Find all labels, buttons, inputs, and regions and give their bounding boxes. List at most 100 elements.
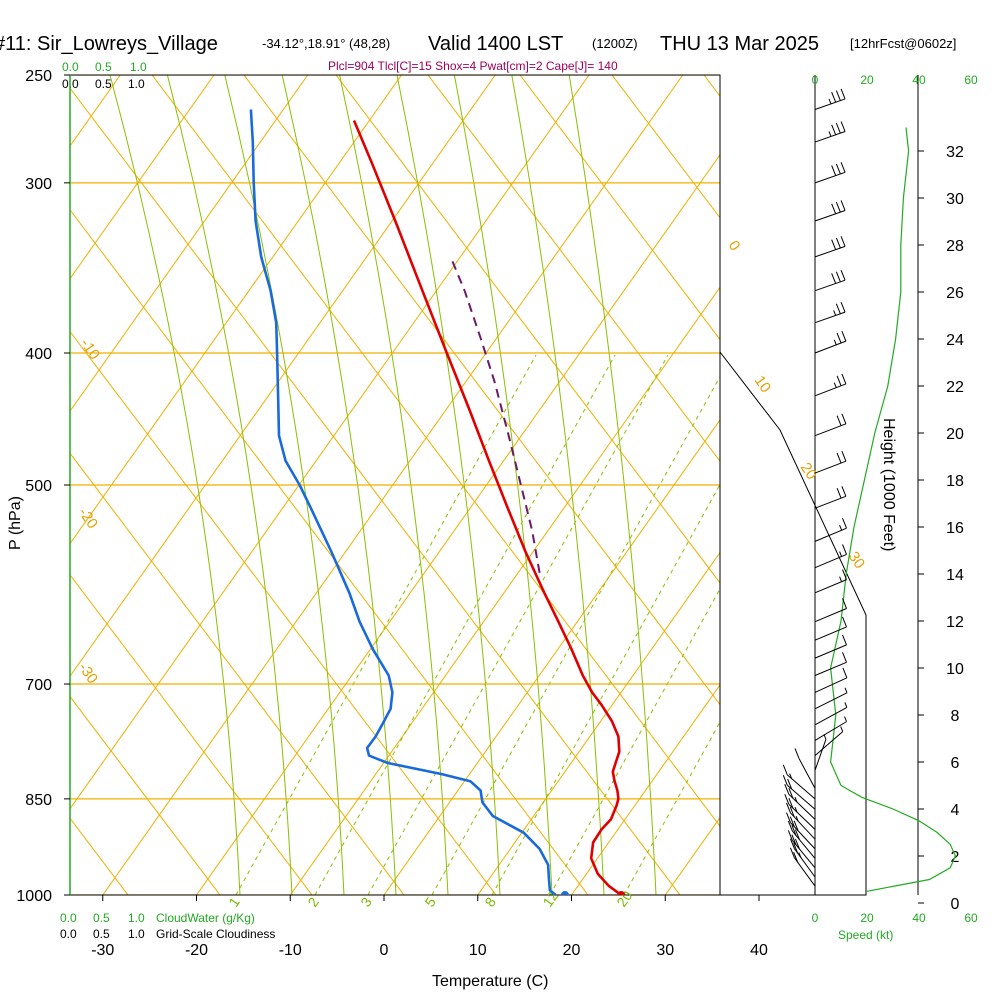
cloud-scale-top-1: 1.0	[130, 60, 147, 74]
dry-adiabat-line	[70, 695, 221, 895]
wind-barb-flag	[794, 829, 800, 840]
height-tick-label: 12	[946, 614, 964, 631]
wind-barb-flag	[784, 784, 790, 795]
wind-barb	[784, 794, 816, 830]
wind-barb-flag	[841, 373, 847, 385]
height-tick-label: 20	[946, 426, 964, 443]
wind-barb-flag	[789, 773, 793, 779]
dry-adiabat-line	[888, 75, 1000, 895]
wind-barb-flag	[842, 667, 848, 678]
height-tick-label: 18	[946, 473, 964, 490]
x-tick-label: -30	[91, 942, 114, 959]
wind-barb-staff	[814, 171, 846, 184]
height-tick-label: 6	[951, 755, 960, 772]
wind-barb-staff	[790, 822, 816, 850]
cloud-scale-top-05: 0.5	[95, 60, 112, 74]
isotherm-line	[853, 75, 1000, 895]
wind-barb-staff	[814, 626, 847, 641]
wind-barb-staff	[814, 279, 846, 292]
wind-barb	[814, 634, 847, 659]
wind-barb-flag	[840, 301, 846, 313]
mixing-ratio-line	[367, 354, 669, 895]
wind-barb	[814, 373, 847, 397]
wind-barb	[814, 702, 848, 726]
height-tick-label: 4	[951, 802, 960, 819]
wind-barb	[814, 413, 847, 437]
wind-barb	[782, 764, 816, 800]
wind-barb-staff	[814, 677, 848, 693]
wind-barb-flag	[842, 544, 847, 555]
mixing-ratio-line	[314, 354, 616, 895]
wind-barb-flag	[789, 816, 795, 827]
wind-barb-staff	[791, 840, 816, 869]
isotherm-label: 30	[845, 549, 868, 572]
cloud-scale-bottom-1: 1.0	[128, 911, 145, 925]
wind-barb-flag	[789, 838, 795, 849]
wind-barb-flag	[794, 838, 800, 850]
wind-barb	[814, 716, 847, 741]
wind-barb	[814, 517, 847, 542]
height-tick-label: 22	[946, 379, 964, 396]
wind-barb-staff	[814, 739, 827, 771]
wind-barb-flag	[833, 310, 837, 316]
mixing-ratio-line	[431, 375, 720, 895]
wind-barb-flag	[835, 201, 841, 213]
wind-barb-flag	[784, 794, 790, 805]
wind-barb-flag	[840, 236, 846, 247]
wind-barb-flag	[840, 726, 844, 732]
isotherm-line	[0, 75, 27, 895]
wind-layer	[782, 88, 957, 892]
surface-marker	[617, 891, 626, 895]
dry-adiabat-line	[427, 75, 720, 463]
wind-barb-flag	[844, 716, 847, 722]
wind-barb-flag	[831, 165, 837, 176]
wind-barb	[789, 838, 816, 878]
wind-barb-flag	[841, 413, 847, 425]
x-tick-label: -20	[185, 942, 208, 959]
mixing-ratio-label: 1	[225, 894, 243, 910]
wind-barb-flag	[840, 162, 846, 173]
wind-barb-flag	[788, 797, 794, 809]
x-axis-title: Temperature (C)	[432, 973, 548, 990]
wind-barb	[786, 802, 816, 840]
cloudiness-scale-top-1: 1.0	[128, 77, 145, 91]
height-tick-label: 14	[946, 567, 964, 584]
wind-barb-flag	[835, 237, 841, 249]
wind-barb	[789, 847, 816, 887]
wind-barb	[786, 812, 816, 850]
zulu-time: (1200Z)	[592, 36, 638, 51]
wind-barb-flag	[789, 806, 795, 818]
wind-barb-staff	[814, 731, 844, 756]
cloudiness-scale-bottom-05: 0.5	[93, 927, 110, 941]
wind-barb-flag	[836, 415, 842, 426]
wind-barb-flag	[835, 163, 841, 175]
mixing-ratio-label: 2	[304, 894, 322, 910]
wind-barb-staff	[814, 721, 847, 741]
wind-barb-flag	[840, 269, 846, 281]
pressure-tick-label: 300	[25, 176, 52, 193]
isotherm-line	[70, 75, 215, 280]
wind-barb	[814, 726, 844, 756]
wind-barb-staff	[814, 495, 847, 509]
wind-barb-flag	[831, 92, 837, 103]
wind-barb-staff	[788, 803, 816, 830]
moist-adiabat-line	[511, 75, 605, 895]
wind-barb-flag	[786, 802, 791, 814]
speed-tick-label-bottom: 0	[812, 911, 819, 925]
speed-tick-label-bottom: 20	[860, 911, 874, 925]
mixing-ratio-label: 8	[481, 894, 499, 910]
wind-barb-flag	[835, 122, 841, 134]
wind-barb	[814, 88, 846, 110]
wind-barb-flag	[831, 203, 837, 214]
wind-barb-flag	[786, 812, 791, 823]
x-tick-label: 0	[380, 942, 389, 959]
wind-barb-flag	[791, 825, 797, 836]
wind-barb	[814, 162, 846, 184]
wind-barb-flag	[828, 98, 832, 105]
wind-barb	[814, 301, 846, 324]
valid-time: Valid 1400 LST	[428, 33, 563, 55]
cloudiness-scale-bottom-0: 0.0	[60, 927, 77, 941]
moist-adiabat-line	[166, 75, 293, 895]
wind-barb	[794, 748, 816, 789]
wind-barb-flag	[842, 634, 847, 646]
